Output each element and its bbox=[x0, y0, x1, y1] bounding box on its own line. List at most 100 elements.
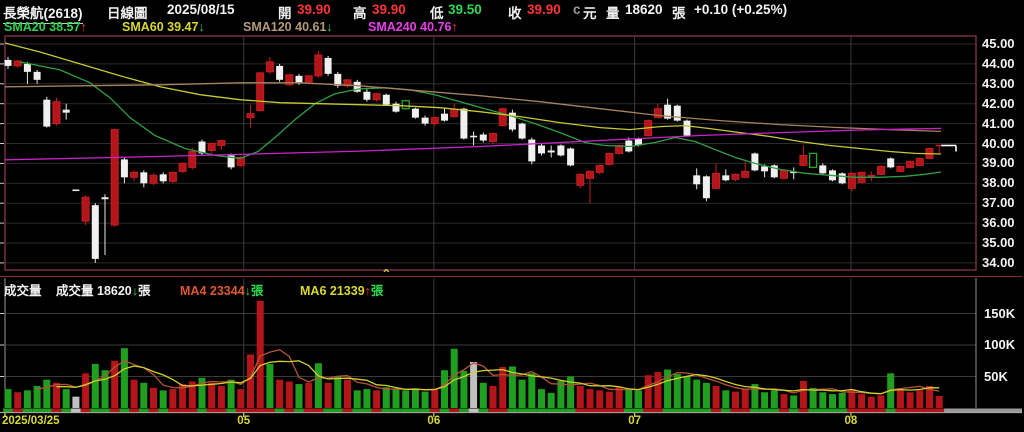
candle bbox=[547, 150, 555, 153]
volume-bar bbox=[712, 385, 720, 408]
date-axis-label: 07 bbox=[628, 415, 642, 427]
volume-bar bbox=[392, 389, 400, 408]
stock-name[interactable]: 長榮航(2618) bbox=[3, 2, 83, 24]
candle bbox=[43, 99, 51, 127]
volume-bar bbox=[227, 379, 235, 408]
price-axis-label: 36.00 bbox=[982, 215, 1015, 231]
volume-bar bbox=[208, 382, 216, 408]
currency-label: 元 bbox=[583, 6, 597, 21]
vol-ma4-indicator[interactable]: MA4 23344↓張 bbox=[180, 284, 264, 298]
chart-type[interactable]: 日線圖 bbox=[107, 6, 148, 21]
volume-axis-label: 100K bbox=[984, 337, 1016, 352]
last-price-marker bbox=[941, 144, 957, 152]
sma60-label[interactable]: SMA60 39.47↓ bbox=[122, 20, 205, 34]
sma120-label[interactable]: SMA120 40.61↓ bbox=[243, 20, 333, 34]
close-value: 39.90 bbox=[527, 2, 561, 17]
date-axis-label: 08 bbox=[844, 415, 858, 427]
volume-bar bbox=[305, 382, 313, 408]
candle bbox=[896, 165, 905, 172]
volume-bar bbox=[829, 394, 836, 408]
candle bbox=[847, 172, 856, 189]
volume-bar bbox=[4, 389, 12, 408]
sma20-label[interactable]: SMA20 38.57↑ bbox=[4, 20, 87, 34]
candle bbox=[586, 170, 594, 179]
candle bbox=[4, 59, 12, 66]
sma240-line bbox=[4, 127, 942, 161]
cash-flag: c bbox=[573, 2, 581, 17]
volume-bar bbox=[499, 367, 507, 408]
price-axis-label: 45.00 bbox=[982, 36, 1015, 51]
volume-bar bbox=[130, 379, 138, 408]
volume-bar bbox=[247, 354, 254, 408]
candle bbox=[372, 93, 381, 101]
volume-bar bbox=[615, 387, 623, 408]
candle bbox=[401, 100, 410, 110]
volume-bar bbox=[702, 382, 710, 408]
volume-bar bbox=[605, 391, 613, 408]
volume-bar bbox=[179, 384, 187, 408]
candle bbox=[411, 108, 419, 118]
close-label: 收 bbox=[508, 6, 522, 21]
candle bbox=[33, 71, 41, 80]
volume-bar bbox=[91, 363, 99, 408]
candle bbox=[441, 113, 448, 121]
volume-bar bbox=[838, 392, 846, 408]
volume-bar bbox=[935, 396, 943, 408]
volume-bar bbox=[324, 382, 332, 408]
volume-bar bbox=[877, 395, 885, 408]
candle bbox=[207, 143, 216, 151]
volume-bar bbox=[625, 389, 633, 408]
volume-bar bbox=[722, 390, 730, 408]
volume-indicator[interactable]: 成交量 18620↓張 bbox=[56, 284, 151, 298]
candle bbox=[808, 152, 818, 169]
volume-bar bbox=[363, 389, 371, 408]
volume-label: 量 bbox=[606, 6, 620, 21]
vol-ma6-indicator[interactable]: MA6 21339↑張 bbox=[300, 284, 384, 298]
candlesticks bbox=[4, 50, 943, 263]
candle bbox=[712, 172, 721, 189]
volume-bar bbox=[761, 392, 769, 408]
volume-bar bbox=[819, 392, 827, 408]
sma-indicator-row: SMA20 38.57↑ SMA60 39.47↓ SMA120 40.61↓ … bbox=[0, 20, 1024, 35]
volume-bar bbox=[382, 387, 390, 408]
volume-bar bbox=[926, 385, 933, 408]
sma240-label[interactable]: SMA240 40.76↑ bbox=[368, 20, 458, 34]
volume-bar bbox=[111, 360, 119, 408]
candle bbox=[81, 196, 90, 222]
price-axis-label: 37.00 bbox=[982, 195, 1015, 211]
candle bbox=[819, 165, 827, 174]
sma20-arrow-icon: ↑ bbox=[80, 20, 87, 34]
volume-bar bbox=[693, 379, 701, 408]
volume-bar bbox=[334, 376, 342, 408]
open-label: 開 bbox=[278, 6, 292, 21]
header-bar: 長榮航(2618) 日線圖 2025/08/15 開 39.90 高 39.90… bbox=[0, 1, 1024, 24]
volume-bar bbox=[780, 394, 788, 408]
volume-bar bbox=[635, 390, 642, 408]
candle bbox=[664, 104, 672, 119]
volume-bar bbox=[858, 394, 866, 408]
volume-bar bbox=[732, 391, 739, 408]
sma60-line bbox=[4, 42, 942, 155]
candle bbox=[227, 155, 235, 168]
volume-bar bbox=[770, 390, 778, 408]
candle bbox=[635, 138, 642, 146]
sma20-line bbox=[19, 61, 942, 178]
candle bbox=[460, 108, 468, 139]
volume-bar bbox=[790, 395, 798, 408]
volume-bar bbox=[460, 370, 468, 408]
volume-bar bbox=[217, 385, 225, 408]
candle bbox=[595, 164, 604, 173]
volume-bar bbox=[916, 390, 924, 408]
candle bbox=[285, 74, 294, 86]
candle bbox=[508, 112, 516, 130]
candle bbox=[353, 81, 361, 92]
volume-bar bbox=[237, 389, 245, 408]
ma4-arrow-icon: ↓ bbox=[244, 284, 251, 298]
volume-bar bbox=[809, 387, 817, 408]
candle bbox=[246, 113, 255, 119]
volume-bar bbox=[256, 300, 264, 408]
candle bbox=[120, 159, 128, 178]
volume-bar bbox=[314, 363, 322, 408]
candle bbox=[761, 166, 769, 172]
